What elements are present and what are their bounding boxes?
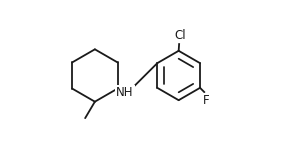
Text: NH: NH <box>116 86 134 99</box>
Text: F: F <box>203 94 209 107</box>
Text: Cl: Cl <box>174 29 186 42</box>
